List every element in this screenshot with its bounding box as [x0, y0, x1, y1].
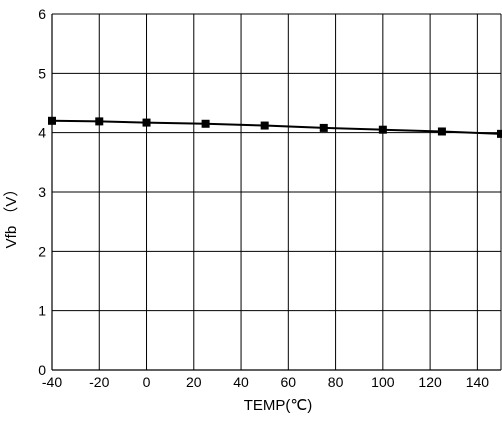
- tick-labels: -40 -20 0 20 40 60 80 100 120 140 0 1 2 3 4 5 6: [38, 6, 489, 390]
- data-point: [319, 123, 328, 132]
- y-tick-label: 5: [38, 65, 46, 81]
- y-tick-label: 0: [38, 362, 46, 378]
- y-tick-label: 3: [38, 184, 46, 200]
- data-point: [142, 118, 151, 127]
- axes: [51, 14, 502, 371]
- data-point: [378, 125, 387, 134]
- series-line: [51, 119, 502, 135]
- x-tick-label: -20: [89, 374, 109, 390]
- data-point: [497, 129, 502, 138]
- data-point: [260, 121, 269, 130]
- x-tick-label: 140: [466, 374, 490, 390]
- x-tick-label: 60: [281, 374, 297, 390]
- y-axis-title: Vfb （V）: [3, 182, 20, 249]
- data-point: [95, 117, 104, 126]
- y-tick-label: 6: [38, 6, 46, 22]
- x-tick-label: 40: [233, 374, 249, 390]
- x-tick-label: 20: [186, 374, 202, 390]
- data-series: [48, 116, 502, 138]
- x-axis-title: TEMP(℃): [244, 397, 313, 414]
- x-tick-label: 0: [143, 374, 151, 390]
- data-point: [201, 119, 210, 128]
- data-point: [48, 116, 56, 125]
- y-tick-label: 2: [38, 243, 46, 259]
- x-tick-label: 80: [328, 374, 344, 390]
- x-tick-label: 120: [418, 374, 442, 390]
- x-tick-label: -40: [42, 374, 62, 390]
- grid: [52, 13, 501, 370]
- y-tick-label: 1: [38, 303, 46, 319]
- x-tick-label: 100: [371, 374, 395, 390]
- y-tick-label: 4: [38, 125, 46, 141]
- data-point: [437, 127, 446, 136]
